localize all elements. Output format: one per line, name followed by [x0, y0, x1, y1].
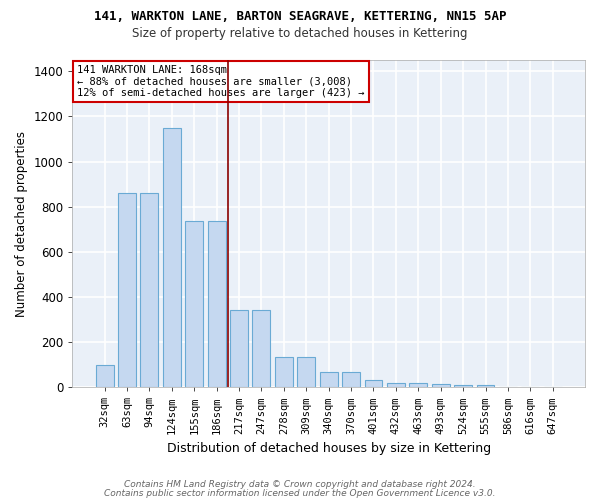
Text: Size of property relative to detached houses in Kettering: Size of property relative to detached ho…	[132, 28, 468, 40]
Text: 141 WARKTON LANE: 168sqm
← 88% of detached houses are smaller (3,008)
12% of sem: 141 WARKTON LANE: 168sqm ← 88% of detach…	[77, 65, 365, 98]
Bar	[185, 222, 203, 387]
Bar	[365, 380, 382, 387]
Bar	[118, 193, 136, 387]
Text: 141, WARKTON LANE, BARTON SEAGRAVE, KETTERING, NN15 5AP: 141, WARKTON LANE, BARTON SEAGRAVE, KETT…	[94, 10, 506, 23]
Bar	[253, 310, 271, 387]
Bar	[208, 222, 226, 387]
Bar	[387, 382, 405, 387]
Bar	[230, 310, 248, 387]
Text: Contains public sector information licensed under the Open Government Licence v3: Contains public sector information licen…	[104, 488, 496, 498]
Text: Contains HM Land Registry data © Crown copyright and database right 2024.: Contains HM Land Registry data © Crown c…	[124, 480, 476, 489]
Bar	[320, 372, 338, 387]
Bar	[163, 128, 181, 387]
X-axis label: Distribution of detached houses by size in Kettering: Distribution of detached houses by size …	[167, 442, 491, 455]
Bar	[140, 193, 158, 387]
Bar	[342, 372, 360, 387]
Bar	[409, 382, 427, 387]
Bar	[454, 385, 472, 387]
Bar	[275, 356, 293, 387]
Bar	[95, 364, 113, 387]
Bar	[297, 356, 315, 387]
Y-axis label: Number of detached properties: Number of detached properties	[15, 130, 28, 316]
Bar	[432, 384, 449, 387]
Bar	[476, 385, 494, 387]
